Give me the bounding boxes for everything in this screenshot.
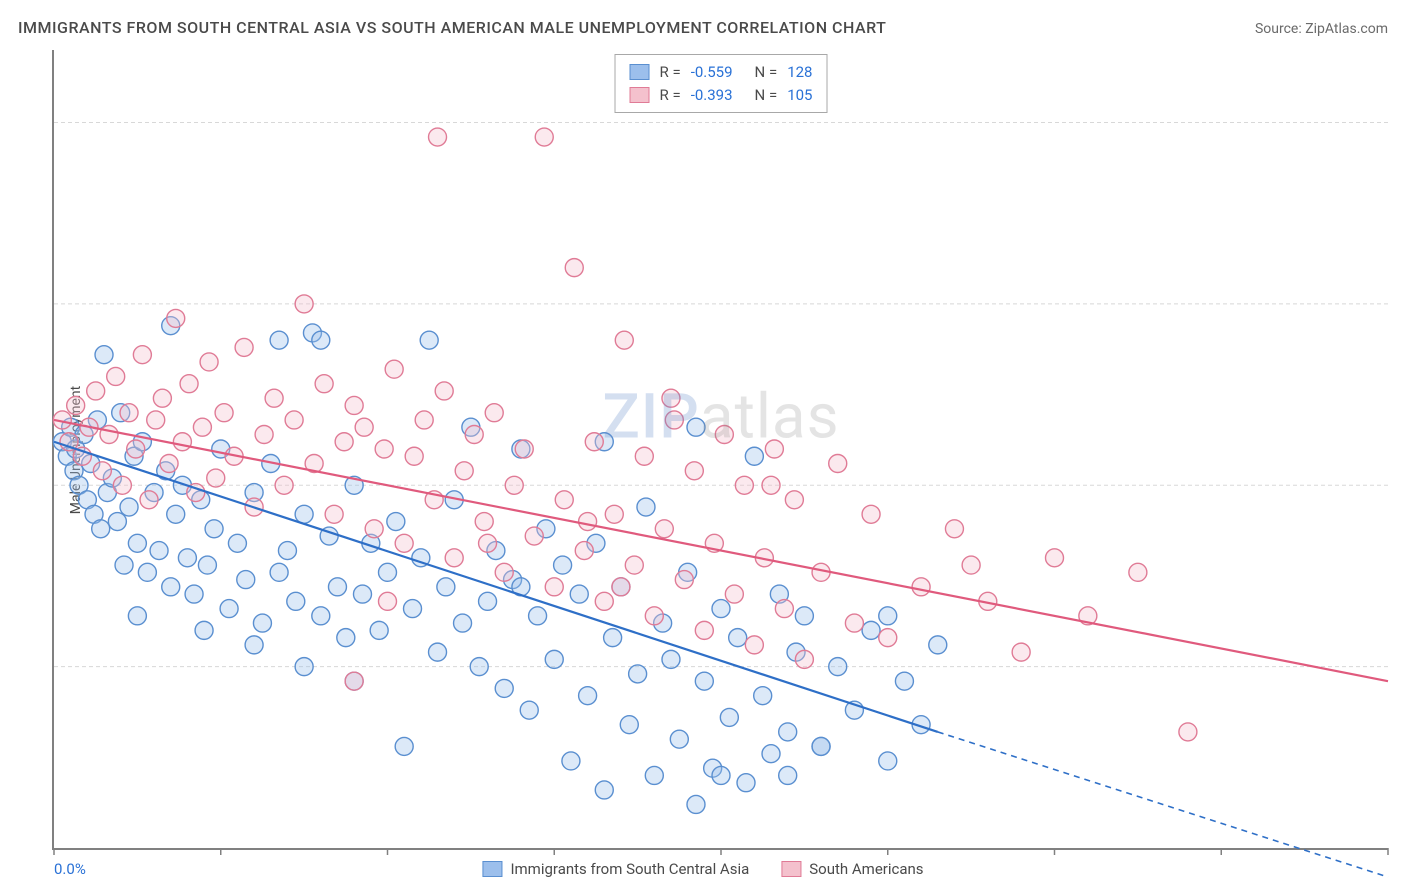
legend-label-sca: Immigrants from South Central Asia — [510, 860, 749, 878]
stats-row-sa: R = -0.393 N = 105 — [630, 84, 813, 107]
legend-item-sa: South Americans — [781, 860, 923, 878]
legend-item-sca: Immigrants from South Central Asia — [482, 860, 749, 878]
r-label-sca: R = — [660, 61, 681, 84]
source-prefix: Source: — [1255, 21, 1305, 37]
n-value-sca: 128 — [787, 61, 812, 84]
legend-label-sa: South Americans — [809, 860, 923, 878]
chart-title: IMMIGRANTS FROM SOUTH CENTRAL ASIA VS SO… — [18, 18, 886, 37]
legend-swatch-sca — [482, 861, 502, 877]
source-value: ZipAtlas.com — [1305, 21, 1388, 37]
r-value-sca: -0.559 — [691, 61, 733, 84]
r-label-sa: R = — [660, 84, 681, 107]
x-axis-min-label: 0.0% — [54, 860, 86, 878]
chart-area: Male Unemployment ZIPatlas R = -0.559 N … — [52, 50, 1388, 850]
source-label: Source: ZipAtlas.com — [1255, 21, 1388, 37]
stats-row-sca: R = -0.559 N = 128 — [630, 61, 813, 84]
correlation-stats-box: R = -0.559 N = 128 R = -0.393 N = 105 — [615, 54, 828, 113]
plot-region: ZIPatlas R = -0.559 N = 128 R = -0.393 N… — [52, 50, 1388, 850]
r-value-sa: -0.393 — [691, 84, 733, 107]
swatch-sa — [630, 87, 650, 103]
swatch-sca — [630, 64, 650, 80]
bottom-legend: Immigrants from South Central Asia South… — [482, 860, 923, 878]
scatter-plot-svg — [54, 50, 1388, 848]
n-value-sa: 105 — [787, 84, 812, 107]
n-label-sa: N = — [755, 84, 778, 107]
n-label-sca: N = — [755, 61, 778, 84]
legend-swatch-sa — [781, 861, 801, 877]
